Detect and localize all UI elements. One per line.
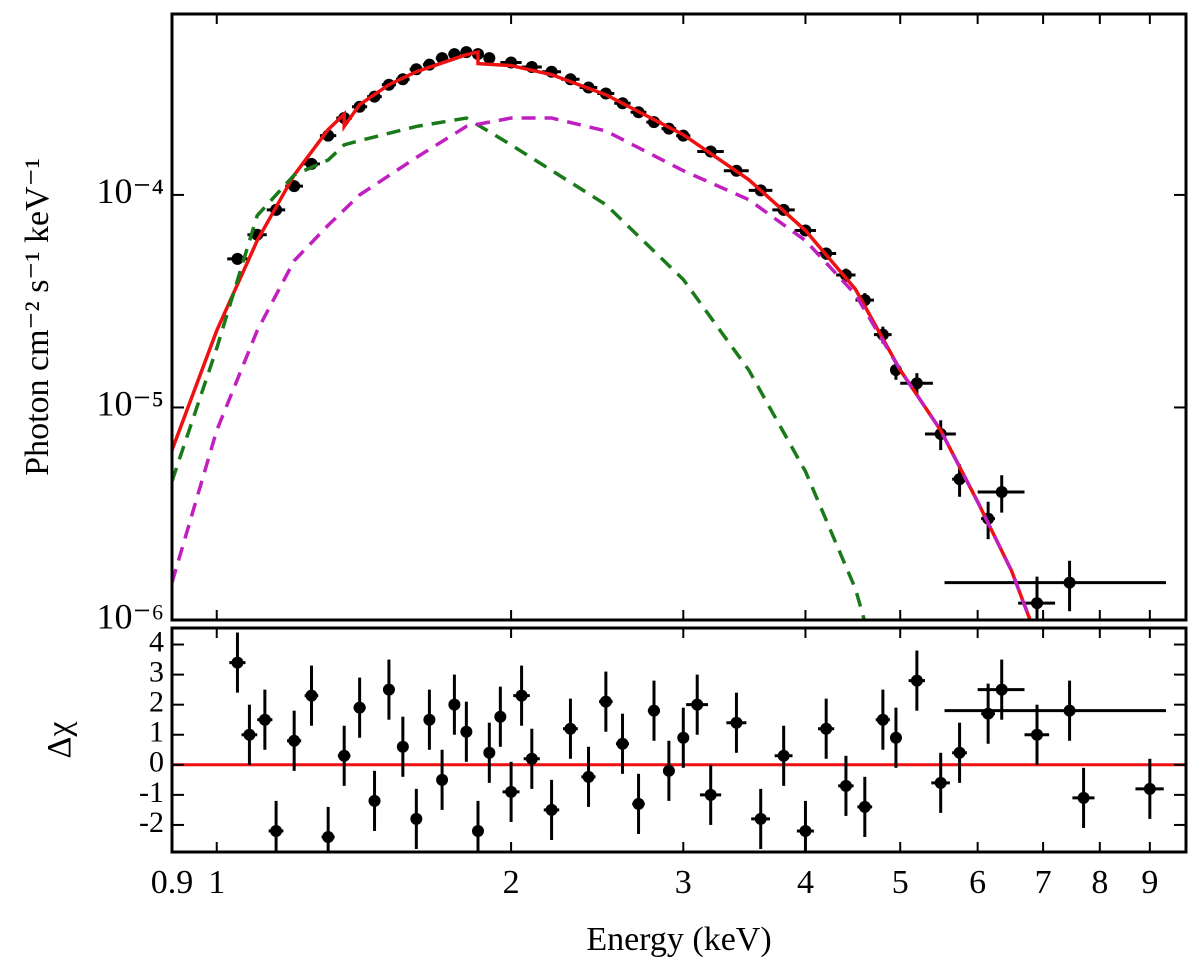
data-point xyxy=(1063,576,1076,589)
data-point xyxy=(953,746,966,759)
axes-frame xyxy=(170,626,1188,854)
data-point xyxy=(258,713,271,726)
data-point xyxy=(505,785,518,798)
y-axis-label: Δχ xyxy=(41,722,78,759)
data-point xyxy=(483,52,496,65)
x-tick-label: 7 xyxy=(1035,864,1052,901)
data-point xyxy=(910,377,923,390)
y-tick-label: 10⁻⁶ xyxy=(96,596,164,636)
data-point xyxy=(525,752,538,765)
axes-frame xyxy=(170,12,1188,622)
data-point xyxy=(632,797,645,810)
data-point xyxy=(483,746,496,759)
data-point xyxy=(616,737,629,750)
y-tick-label: 2 xyxy=(149,686,164,719)
data-point xyxy=(691,698,704,711)
x-tick-label: 8 xyxy=(1091,864,1108,901)
y-tick-label: 3 xyxy=(149,655,164,688)
data-point xyxy=(754,812,767,825)
plot-area xyxy=(172,632,1186,852)
data-point xyxy=(876,713,889,726)
data-point xyxy=(599,695,612,708)
x-tick-label: 4 xyxy=(797,864,814,901)
model-curve xyxy=(172,49,1032,620)
data-point xyxy=(662,764,675,777)
data-point xyxy=(471,824,484,837)
data-point xyxy=(322,830,335,843)
y-tick-label: 10⁻⁵ xyxy=(96,384,164,424)
data-point xyxy=(243,728,256,741)
data-point xyxy=(704,788,717,801)
data-point xyxy=(1143,782,1156,795)
data-point xyxy=(1031,728,1044,741)
data-point xyxy=(910,674,923,687)
y-axis-label: Photon cm⁻² s⁻¹ keV⁻¹ xyxy=(19,158,56,476)
data-point xyxy=(515,689,528,702)
data-point xyxy=(231,252,244,265)
model-curve xyxy=(172,116,867,620)
data-point xyxy=(647,704,660,717)
data-point xyxy=(777,749,790,762)
y-tick-label: -2 xyxy=(139,806,164,839)
data-point xyxy=(338,749,351,762)
data-point xyxy=(1031,597,1044,610)
x-tick-label: 2 xyxy=(503,864,520,901)
data-point xyxy=(396,740,409,753)
data-point xyxy=(423,713,436,726)
x-tick-label: 1 xyxy=(208,864,225,901)
data-point xyxy=(564,722,577,735)
plot-area xyxy=(172,46,1167,620)
y-tick-label: 0 xyxy=(149,746,164,779)
data-point xyxy=(995,683,1008,696)
data-point xyxy=(288,734,301,747)
x-tick-label: 6 xyxy=(969,864,986,901)
data-point xyxy=(305,689,318,702)
data-point xyxy=(799,824,812,837)
data-point xyxy=(1063,704,1076,717)
data-point xyxy=(270,824,283,837)
x-tick-label: 3 xyxy=(675,864,692,901)
data-point xyxy=(410,812,423,825)
x-tick-label: 0.9 xyxy=(151,864,194,901)
data-point xyxy=(582,770,595,783)
data-point xyxy=(839,779,852,792)
x-axis-label: Energy (keV) xyxy=(586,921,771,958)
data-point xyxy=(448,698,461,711)
model-curve xyxy=(172,116,1032,620)
data-point xyxy=(231,656,244,669)
data-point xyxy=(995,486,1008,499)
data-point xyxy=(460,725,473,738)
data-point xyxy=(858,800,871,813)
y-tick-label: 10⁻⁴ xyxy=(96,171,164,211)
data-point xyxy=(436,773,449,786)
y-tick-label: 4 xyxy=(149,625,164,658)
data-point xyxy=(730,716,743,729)
data-point xyxy=(677,731,690,744)
data-point xyxy=(889,731,902,744)
data-point xyxy=(545,803,558,816)
data-point xyxy=(1077,791,1090,804)
data-point xyxy=(934,776,947,789)
data-point xyxy=(368,794,381,807)
y-tick-label: -1 xyxy=(139,776,164,809)
x-tick-label: 9 xyxy=(1141,864,1158,901)
x-tick-label: 5 xyxy=(892,864,909,901)
y-tick-label: 1 xyxy=(149,716,164,749)
data-point xyxy=(382,683,395,696)
data-point xyxy=(494,710,507,723)
data-point xyxy=(820,722,833,735)
data-point xyxy=(353,701,366,714)
